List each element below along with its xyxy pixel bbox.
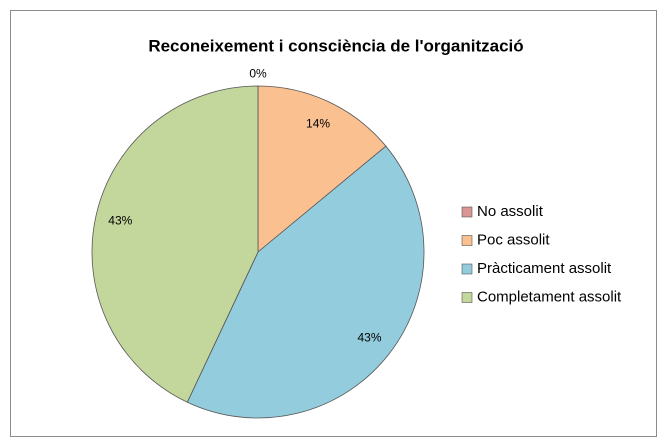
data-label: 43% (108, 213, 132, 227)
legend-label: Completament assolit (477, 288, 622, 305)
pie-slice (186, 145, 425, 419)
data-label: 43% (357, 331, 381, 345)
legend-swatch (461, 263, 473, 275)
legend-swatch (461, 206, 473, 218)
pie-slice (257, 85, 387, 253)
data-label: 0% (249, 67, 267, 81)
legend-label: Poc assolit (477, 231, 550, 248)
legend-label: Pràcticament assolit (477, 260, 612, 277)
chart-title: Reconeixement i consciència de l'organit… (148, 36, 523, 55)
data-label: 14% (306, 117, 330, 131)
legend-swatch (461, 235, 473, 246)
legend-label: No assolit (477, 203, 544, 220)
pie-slice (91, 85, 259, 403)
legend-swatch (461, 292, 473, 303)
